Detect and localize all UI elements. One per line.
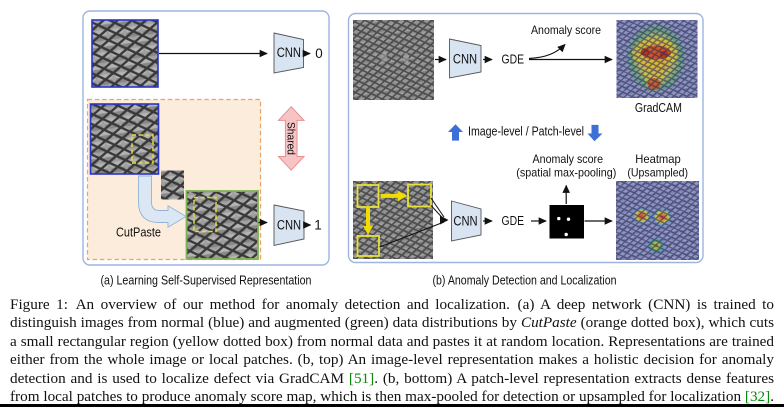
svg-text:Anomaly score: Anomaly score [533,153,604,166]
svg-text:CNN: CNN [277,218,301,233]
svg-text:Image-level / Patch-level: Image-level / Patch-level [468,123,584,138]
svg-text:GDE: GDE [502,53,525,67]
svg-text:GradCAM: GradCAM [635,100,682,115]
svg-text:CNN: CNN [277,45,301,60]
svg-text:0: 0 [315,46,322,61]
svg-text:Heatmap: Heatmap [635,153,681,166]
svg-text:CNN: CNN [453,52,477,67]
svg-text:(b) Anomaly Detection and Loca: (b) Anomaly Detection and Localization [433,272,617,287]
svg-text:(Upsampled): (Upsampled) [627,167,688,180]
svg-text:CNN: CNN [453,213,477,228]
svg-text:CutPaste: CutPaste [116,225,161,240]
svg-text:Shared: Shared [285,122,297,155]
svg-text:(a) Learning Self-Supervised R: (a) Learning Self-Supervised Representat… [101,273,312,288]
svg-text:GDE: GDE [502,214,525,228]
svg-text:(spatial max-pooling): (spatial max-pooling) [516,167,616,180]
svg-text:Anomaly score: Anomaly score [531,24,601,37]
svg-text:1: 1 [314,218,321,233]
